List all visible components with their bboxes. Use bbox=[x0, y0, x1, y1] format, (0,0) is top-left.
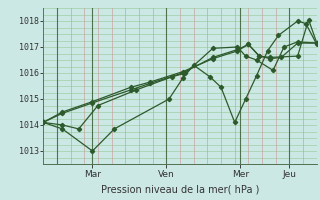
X-axis label: Pression niveau de la mer( hPa ): Pression niveau de la mer( hPa ) bbox=[101, 184, 259, 194]
